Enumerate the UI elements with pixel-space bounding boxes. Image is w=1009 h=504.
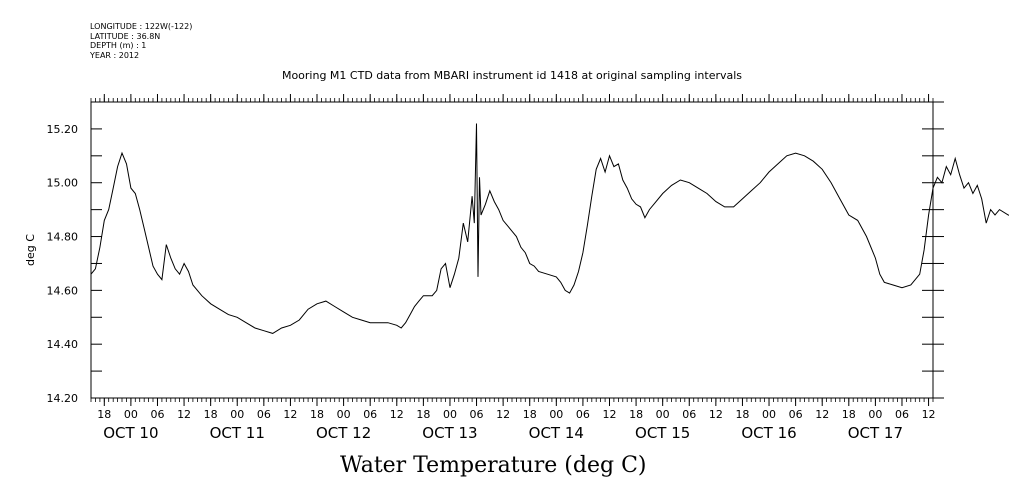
- x-minor-ticks: [90, 98, 934, 402]
- year-text: YEAR : 2012: [90, 50, 140, 60]
- x-tick-label: 18: [416, 408, 430, 421]
- latitude-text: LATITUDE : 36.8N: [90, 31, 161, 41]
- x-tick-label: 06: [682, 408, 696, 421]
- x-tick-label: 00: [762, 408, 776, 421]
- y-tick-label: 14.20: [47, 392, 79, 405]
- temperature-series-line: [90, 123, 1009, 334]
- x-tick-label: 06: [363, 408, 377, 421]
- plot-frame: [90, 101, 934, 399]
- x-tick-label: 12: [602, 408, 616, 421]
- x-tick-label: 12: [283, 408, 297, 421]
- longitude-text: LONGITUDE : 122W(-122): [90, 22, 193, 31]
- chart-title: Mooring M1 CTD data from MBARI instrumen…: [281, 69, 743, 82]
- x-tick-label: 06: [470, 408, 484, 421]
- x-tick-label: 18: [629, 408, 643, 421]
- x-date-label: OCT 10: [103, 424, 158, 442]
- x-date-label: OCT 12: [316, 424, 371, 442]
- x-tick-label: 06: [150, 408, 164, 421]
- x-tick-label: 06: [257, 408, 271, 421]
- x-tick-label: 12: [390, 408, 404, 421]
- x-tick-label: 12: [496, 408, 510, 421]
- x-tick-label: 18: [204, 408, 218, 421]
- y-tick-label: 14.40: [47, 338, 79, 351]
- x-date-label: OCT 16: [741, 424, 796, 442]
- x-tick-label: 18: [735, 408, 749, 421]
- x-date-label: OCT 15: [635, 424, 690, 442]
- x-tick-label: 12: [815, 408, 829, 421]
- metadata-block: LONGITUDE : 122W(-122) LATITUDE : 36.8N …: [90, 22, 192, 60]
- y-axis-label: deg C: [24, 234, 37, 266]
- y-tick-label: 15.20: [47, 123, 79, 136]
- x-tick-label: 00: [549, 408, 563, 421]
- x-tick-label: 06: [576, 408, 590, 421]
- x-tick-label: 00: [868, 408, 882, 421]
- x-date-label: OCT 11: [210, 424, 265, 442]
- x-tick-label: 18: [523, 408, 537, 421]
- y-tick-label: 14.80: [47, 231, 79, 244]
- depth-text: DEPTH (m) : 1: [90, 41, 147, 50]
- x-tick-label: 06: [895, 408, 909, 421]
- x-date-label: OCT 13: [422, 424, 477, 442]
- x-axis-title: Water Temperature (deg C): [340, 453, 647, 478]
- y-tick-label: 15.00: [47, 177, 79, 190]
- x-date-label: OCT 14: [529, 424, 584, 442]
- x-date-label: OCT 17: [848, 424, 903, 442]
- y-tick-label: 14.60: [47, 284, 79, 297]
- x-tick-label: 00: [230, 408, 244, 421]
- x-tick-label: 12: [709, 408, 723, 421]
- x-tick-label: 00: [443, 408, 457, 421]
- x-tick-label: 00: [337, 408, 351, 421]
- x-tick-label: 18: [310, 408, 324, 421]
- x-tick-label: 12: [922, 408, 936, 421]
- x-tick-label: 06: [789, 408, 803, 421]
- x-tick-label: 18: [842, 408, 856, 421]
- x-tick-label: 18: [97, 408, 111, 421]
- x-tick-label: 00: [124, 408, 138, 421]
- x-tick-label: 00: [656, 408, 670, 421]
- x-tick-label: 12: [177, 408, 191, 421]
